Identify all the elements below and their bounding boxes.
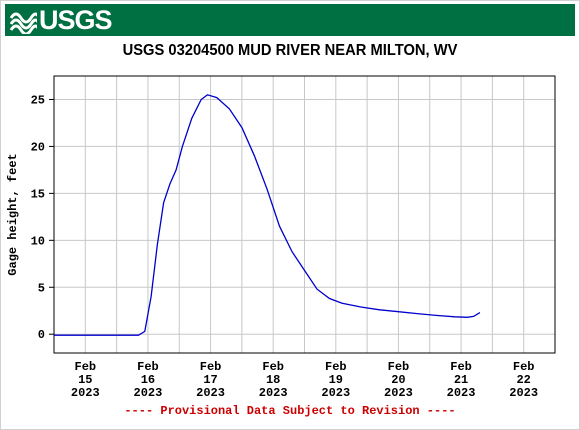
x-tick-label: 21 xyxy=(454,373,468,387)
chart-title: USGS 03204500 MUD RIVER NEAR MILTON, WV xyxy=(122,42,458,59)
x-tick-label: 2023 xyxy=(321,386,350,400)
y-tick-label: 25 xyxy=(31,93,45,107)
x-tick-label: 2023 xyxy=(71,386,100,400)
y-tick-label: 5 xyxy=(38,281,45,295)
x-tick-label: 2023 xyxy=(134,386,163,400)
x-tick-label: 17 xyxy=(203,373,217,387)
x-tick-label: Feb xyxy=(513,360,535,374)
y-tick-label: 10 xyxy=(31,234,45,248)
usgs-logo-icon xyxy=(9,12,37,34)
x-tick-label: 15 xyxy=(78,373,92,387)
plot-area xyxy=(53,75,556,354)
y-tick-label: 20 xyxy=(31,140,45,154)
usgs-banner: USGS xyxy=(5,4,575,36)
x-tick-label: Feb xyxy=(388,360,410,374)
x-tick-label: Feb xyxy=(325,360,347,374)
provisional-notice: ---- Provisional Data Subject to Revisio… xyxy=(124,404,456,418)
x-tick-label: 16 xyxy=(141,373,155,387)
x-tick-label: Feb xyxy=(75,360,97,374)
usgs-logo[interactable]: USGS xyxy=(5,4,113,36)
y-tick-label: 15 xyxy=(31,187,45,201)
x-tick-label: 19 xyxy=(329,373,343,387)
x-tick-label: 18 xyxy=(266,373,280,387)
usgs-logo-text: USGS xyxy=(39,4,113,35)
y-axis-label: Gage height, feet xyxy=(6,153,20,275)
x-tick-label: Feb xyxy=(450,360,472,374)
x-tick-label: 22 xyxy=(516,373,530,387)
x-tick-label: 2023 xyxy=(259,386,288,400)
x-tick-label: Feb xyxy=(262,360,284,374)
grid-lines xyxy=(54,76,555,353)
x-tick-label: 20 xyxy=(391,373,405,387)
x-tick-label: 2023 xyxy=(509,386,538,400)
y-axis-ticks: 0 5 10 15 20 25 xyxy=(31,93,54,342)
x-tick-label: Feb xyxy=(137,360,159,374)
x-tick-label: 2023 xyxy=(447,386,476,400)
series-line-gage-height xyxy=(54,94,481,336)
y-tick-label: 0 xyxy=(38,328,45,342)
x-tick-label: Feb xyxy=(200,360,222,374)
x-tick-label: 2023 xyxy=(196,386,225,400)
x-axis-ticks: Feb152023Feb162023Feb172023Feb182023Feb1… xyxy=(71,360,538,400)
x-tick-label: 2023 xyxy=(384,386,413,400)
